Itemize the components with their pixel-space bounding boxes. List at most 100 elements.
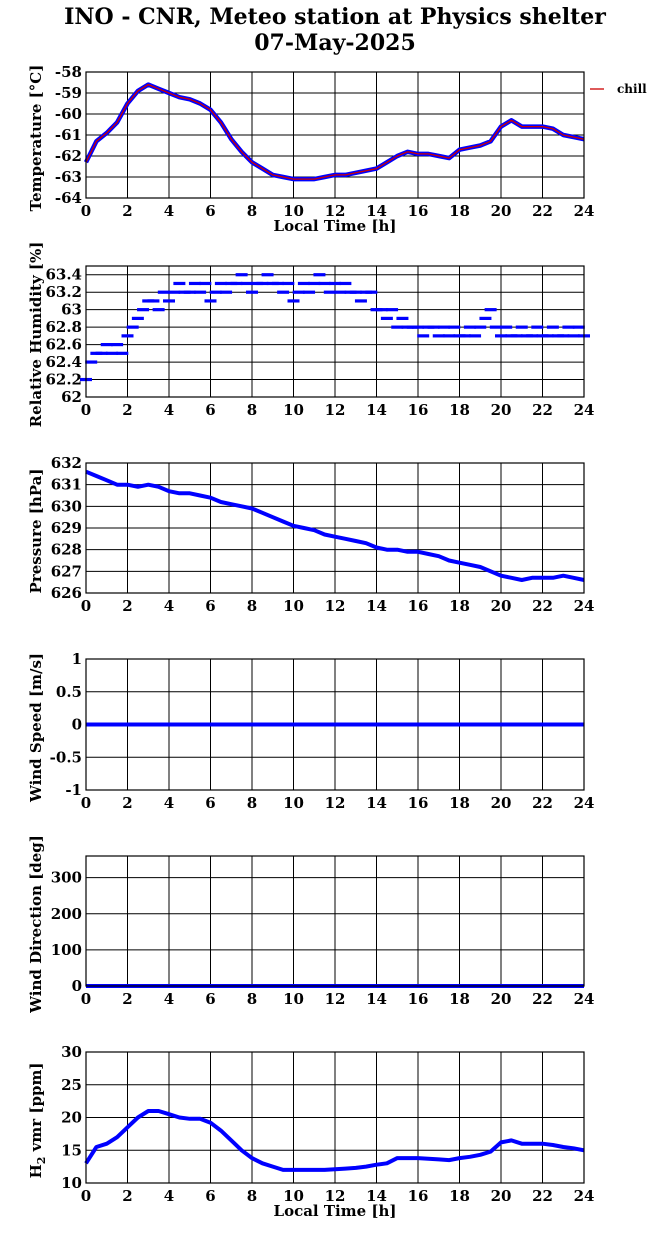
temperature-x-tick-label: 14 (366, 202, 387, 220)
humidity-point (297, 281, 310, 286)
humidity-point (489, 325, 502, 329)
wind-speed-x-tick-label: 22 (532, 794, 553, 812)
humidity-point (375, 308, 388, 312)
wind-speed-x-tick-label: 24 (574, 794, 595, 812)
temperature-x-tick-label: 16 (408, 202, 429, 220)
wind-direction-x-tick-label: 0 (81, 990, 91, 1008)
chart-date: 07-May-2025 (254, 30, 416, 56)
h2o-vmr-x-tick-label: 22 (532, 1187, 553, 1205)
humidity-point (240, 281, 253, 286)
h2o-vmr-x-tick-label: 24 (574, 1187, 595, 1205)
humidity-point (427, 325, 440, 329)
h2o-vmr-x-tick-label: 2 (122, 1187, 132, 1205)
humidity-point (437, 325, 450, 329)
humidity-x-tick-label: 6 (205, 401, 215, 419)
humidity-point (479, 316, 492, 320)
h2o-vmr-y-tick-label: 10 (61, 1174, 82, 1192)
humidity-point (432, 334, 445, 338)
temperature-x-tick-label: 6 (205, 202, 215, 220)
humidity-point (292, 290, 305, 294)
humidity-point (526, 334, 539, 338)
wind-direction-x-tick-label: 4 (164, 990, 174, 1008)
wind-speed-y-tick-label: -1 (65, 781, 82, 799)
pressure-y-tick-label: 629 (51, 519, 82, 537)
wind-speed-x-tick-label: 0 (81, 794, 91, 812)
h2o-vmr-x-tick-label: 20 (491, 1187, 512, 1205)
h2o-vmr-x-tick-label: 10 (283, 1187, 304, 1205)
temperature-y-tick-label: -58 (55, 63, 82, 81)
h2o-vmr-x-tick-label: 14 (366, 1187, 387, 1205)
humidity-x-tick-label: 24 (574, 401, 595, 419)
wind-direction-x-tick-label: 14 (366, 990, 387, 1008)
humidity-x-tick-label: 20 (491, 401, 512, 419)
wind-direction-plot-frame (85, 855, 585, 987)
humidity-point (308, 281, 321, 286)
pressure-y-tick-label: 627 (51, 562, 82, 580)
humidity-point (495, 334, 507, 338)
humidity-point (246, 290, 258, 294)
pressure-y-axis-title: Pressure [hPa] (27, 469, 45, 594)
humidity-point (329, 281, 341, 286)
humidity-point (349, 290, 362, 294)
temperature-y-tick-label: -63 (55, 168, 82, 186)
humidity-x-tick-label: 14 (366, 401, 387, 419)
humidity-point (469, 334, 482, 338)
wind-direction-y-tick-label: 300 (51, 869, 82, 887)
humidity-y-axis-title: Relative Humidity [%] (27, 242, 45, 428)
humidity-x-tick-label: 0 (81, 401, 91, 419)
pressure-y-tick-label: 630 (51, 497, 82, 515)
h2o-vmr-x-tick-label: 0 (81, 1187, 91, 1205)
wind-speed-y-axis-title: Wind Speed [m/s] (27, 653, 45, 803)
h2o-vmr-y-tick-label: 20 (61, 1109, 82, 1127)
humidity-point (448, 325, 461, 329)
humidity-point (147, 299, 160, 303)
temperature-panel: 0 2 4 6 8 10 12 14 16 18 20 22 24-64-63-62-61-60-59-… (27, 63, 647, 235)
temperature-y-tick-label: -62 (55, 147, 82, 165)
temperature-x-tick-label: 0 (81, 202, 91, 220)
h2o-vmr-y-axis-title: H2 vmr [ppm] (27, 1063, 48, 1179)
humidity-point (235, 273, 248, 277)
humidity-point (484, 308, 497, 312)
temperature-y-tick-label: -60 (55, 105, 82, 123)
humidity-point (458, 334, 471, 338)
pressure-series-line (85, 469, 585, 582)
humidity-point (220, 290, 233, 294)
humidity-x-tick-label: 18 (449, 401, 470, 419)
humidity-y-tick-label: 63.2 (45, 283, 82, 301)
wind-speed-plot-frame (85, 658, 585, 791)
temperature-y-axis-title: Temperature [°C] (27, 65, 45, 212)
humidity-point (510, 334, 523, 338)
temperature-x-tick-label: 8 (247, 202, 257, 220)
humidity-point (183, 290, 196, 294)
temperature-series-line (85, 83, 585, 180)
wind-direction-x-tick-label: 20 (491, 990, 512, 1008)
humidity-point (515, 325, 528, 329)
wind-direction-x-tick-label: 24 (574, 990, 595, 1008)
wind-speed-x-tick-label: 6 (205, 794, 215, 812)
h2o-vmr-plot-frame (85, 1051, 585, 1184)
humidity-plot-frame (85, 265, 585, 398)
humidity-point (209, 290, 222, 294)
humidity-point (214, 281, 227, 286)
pressure-y-tick-label: 632 (51, 454, 82, 472)
humidity-x-tick-label: 8 (247, 401, 257, 419)
wind-direction-x-tick-label: 8 (247, 990, 257, 1008)
pressure-y-tick-label: 628 (51, 541, 82, 559)
pressure-plot-frame (85, 462, 585, 594)
humidity-point (562, 325, 575, 329)
humidity-point (334, 290, 347, 294)
h2o-vmr-series-line (84, 1109, 585, 1172)
wind-speed-x-tick-label: 4 (164, 794, 174, 812)
wind-speed-x-tick-label: 10 (283, 794, 304, 812)
humidity-point (199, 281, 212, 286)
humidity-point (303, 290, 316, 294)
h2o-vmr-x-tick-label: 6 (205, 1187, 215, 1205)
pressure-x-tick-label: 22 (532, 597, 553, 615)
humidity-point (474, 325, 487, 329)
wind-direction-x-tick-label: 12 (325, 990, 346, 1008)
humidity-y-tick-label: 62.2 (45, 371, 82, 389)
humidity-point (137, 308, 150, 312)
